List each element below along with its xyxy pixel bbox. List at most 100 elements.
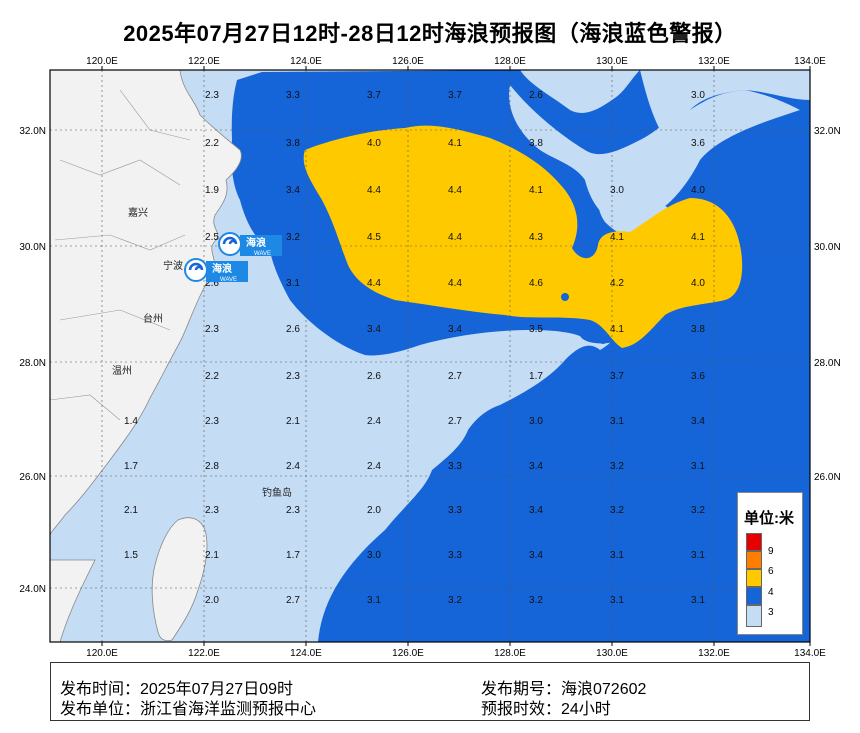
lat-label-left: 32.0N — [19, 126, 46, 137]
wave-height-value: 4.1 — [610, 232, 624, 243]
wave-height-value: 2.2 — [205, 371, 219, 382]
wave-height-value: 4.6 — [529, 278, 543, 289]
badge-sub: WAVE — [254, 251, 271, 257]
wave-height-value: 2.6 — [529, 90, 543, 101]
wave-height-value: 4.0 — [367, 138, 381, 149]
wave-height-value: 3.7 — [367, 90, 381, 101]
wave-height-value: 3.0 — [529, 416, 543, 427]
badge-label: 海浪 — [246, 236, 266, 249]
wave-height-value: 3.4 — [529, 550, 543, 561]
korea-land — [520, 70, 640, 113]
lon-label-bottom: 122.0E — [188, 648, 220, 659]
legend-label: 4 — [768, 587, 774, 598]
legend-swatch-below3 — [746, 605, 762, 627]
wave-height-value: 3.6 — [691, 371, 705, 382]
province-borders — [49, 89, 191, 421]
wave-height-value: 4.1 — [529, 185, 543, 196]
wave-height-value: 2.7 — [448, 371, 462, 382]
wave-height-value: 2.3 — [286, 371, 300, 382]
lat-label-left: 30.0N — [19, 242, 46, 253]
wave-height-value: 2.7 — [286, 595, 300, 606]
legend-label: 9 — [768, 546, 774, 557]
lon-label-top: 126.0E — [392, 56, 424, 67]
wave-height-value: 4.2 — [610, 278, 624, 289]
wave-height-value: 2.6 — [367, 371, 381, 382]
wave-height-value: 1.9 — [205, 185, 219, 196]
wave-height-value: 2.3 — [286, 505, 300, 516]
wave-height-value: 2.4 — [367, 416, 381, 427]
wave-height-value: 3.3 — [448, 505, 462, 516]
wave-height-value: 2.4 — [286, 461, 300, 472]
issuer: 发布单位：浙江省海洋监测预报中心 — [60, 701, 317, 718]
lat-label-right: 28.0N — [814, 358, 841, 369]
city-label-jiaxing: 嘉兴 — [128, 206, 148, 219]
lon-label-top: 128.0E — [494, 56, 526, 67]
wave-height-value: 1.7 — [286, 550, 300, 561]
wave-height-value: 3.1 — [691, 550, 705, 561]
wave-height-value: 3.4 — [529, 505, 543, 516]
wave-height-value: 1.5 — [124, 550, 138, 561]
wave-zone-4-6m — [303, 125, 743, 348]
city-label-taizhou: 台州 — [143, 312, 163, 325]
wave-height-value: 2.2 — [205, 138, 219, 149]
wave-height-value: 3.2 — [610, 461, 624, 472]
lon-label-top: 130.0E — [596, 56, 628, 67]
lon-label-top: 122.0E — [188, 56, 220, 67]
wave-height-value: 2.6 — [205, 278, 219, 289]
wave-height-value: 3.6 — [691, 138, 705, 149]
wave-height-value: 3.8 — [691, 324, 705, 335]
legend-swatch-9plus — [746, 533, 762, 551]
wave-height-value: 3.2 — [610, 505, 624, 516]
wave-height-value: 3.2 — [286, 232, 300, 243]
lat-label-left: 26.0N — [19, 472, 46, 483]
wave-height-value: 3.1 — [610, 595, 624, 606]
wave-height-value: 3.4 — [529, 461, 543, 472]
issue-time: 发布时间：2025年07月27日09时 — [60, 681, 293, 698]
wave-height-value: 2.3 — [205, 416, 219, 427]
wave-height-values-west: 1.4 1.7 2.1 1.5 — [124, 416, 138, 561]
taiwan-island — [151, 517, 208, 642]
badge-label: 海浪 — [212, 262, 232, 275]
wave-height-value: 2.7 — [448, 416, 462, 427]
wave-height-value: 4.0 — [691, 278, 705, 289]
wave-height-value: 4.4 — [448, 278, 462, 289]
wave-height-value: 3.2 — [529, 595, 543, 606]
wave-height-value: 3.3 — [448, 550, 462, 561]
ticks — [101, 66, 811, 646]
city-label-ningbo: 宁波 — [163, 259, 183, 272]
wave-height-value: 2.6 — [286, 324, 300, 335]
legend-title: 单位:米 — [744, 510, 794, 527]
wave-height-value: 4.4 — [448, 232, 462, 243]
lon-label-bottom: 126.0E — [392, 648, 424, 659]
wave-height-value: 3.4 — [448, 324, 462, 335]
lat-label-right: 30.0N — [814, 242, 841, 253]
legend-swatch-3-4 — [746, 587, 762, 605]
lat-label-right: 26.0N — [814, 472, 841, 483]
wave-height-value: 4.4 — [448, 185, 462, 196]
wave-height-value: 3.0 — [691, 90, 705, 101]
legend: 单位:米 9 6 4 3 — [737, 492, 803, 635]
wave-height-value: 2.0 — [205, 595, 219, 606]
wave-height-value: 4.0 — [691, 185, 705, 196]
wave-height-values: 2.3 3.3 3.7 3.7 2.6 3.0 2.2 3.8 4.0 4.1 3.8 3.6 1.9 3… — [205, 90, 705, 606]
wave-height-value: 2.3 — [205, 90, 219, 101]
lon-label-bottom: 134.0E — [794, 648, 826, 659]
legend-swatch-4-6 — [746, 569, 762, 587]
wave-height-value: 3.1 — [691, 461, 705, 472]
wave-height-value: 3.7 — [610, 371, 624, 382]
lon-label-top: 124.0E — [290, 56, 322, 67]
city-label-wenzhou: 温州 — [112, 365, 132, 377]
wave-height-value: 2.0 — [367, 505, 381, 516]
wave-height-value: 3.1 — [691, 595, 705, 606]
wave-height-value: 2.5 — [205, 232, 219, 243]
wave-height-value: 3.4 — [367, 324, 381, 335]
wave-height-value: 3.2 — [691, 505, 705, 516]
map-frame — [49, 69, 811, 643]
page-title: 2025年07月27日12时-28日12时海浪预报图（海浪蓝色警报） — [123, 21, 737, 46]
legend-label: 6 — [768, 566, 774, 577]
lat-label-left: 24.0N — [19, 584, 46, 595]
wave-warning-badge: 海浪 WAVE — [184, 258, 250, 283]
graticule — [50, 70, 810, 642]
wave-height-value: 4.1 — [691, 232, 705, 243]
